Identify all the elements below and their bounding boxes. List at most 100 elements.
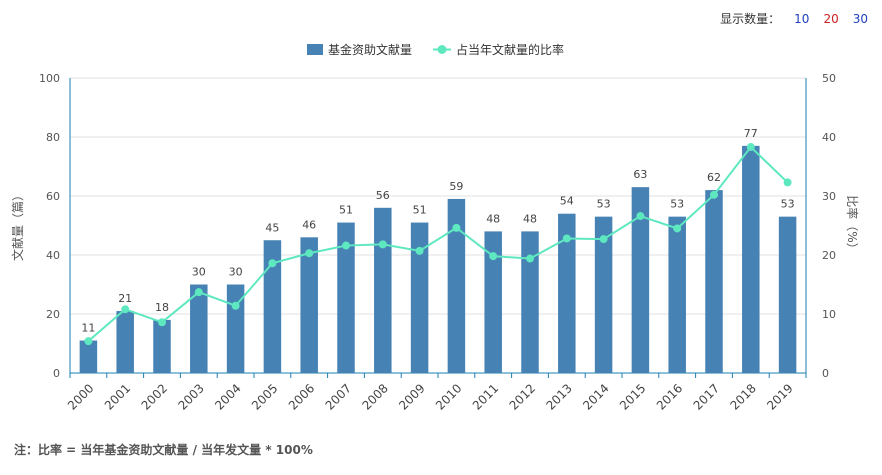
ratio-point[interactable] <box>599 235 608 244</box>
display-count-option-30[interactable]: 30 <box>852 11 868 26</box>
bar-value-label: 53 <box>597 198 611 211</box>
legend-bar-swatch[interactable] <box>307 44 323 55</box>
bar[interactable] <box>153 319 171 373</box>
bar[interactable] <box>226 284 245 374</box>
ratio-point[interactable] <box>673 224 682 233</box>
ratio-point[interactable] <box>378 240 387 249</box>
ratio-point[interactable] <box>415 246 424 255</box>
bar-value-label: 53 <box>670 198 684 211</box>
bar[interactable] <box>300 237 318 373</box>
bar[interactable] <box>410 222 429 373</box>
x-tick-label: 2002 <box>139 381 170 412</box>
ratio-point[interactable] <box>305 249 314 258</box>
legend-line-label[interactable]: 占当年文献量的比率 <box>456 42 564 57</box>
ratio-point[interactable] <box>636 212 645 221</box>
bar[interactable] <box>447 198 466 373</box>
bar-value-label: 45 <box>265 221 279 234</box>
bar-value-label: 59 <box>449 180 463 193</box>
x-tick-label: 2017 <box>691 381 722 412</box>
ratio-point[interactable] <box>562 234 571 243</box>
legend-line-dot[interactable] <box>437 45 447 54</box>
display-count-toolbar: 显示数量： 10 20 30 <box>720 10 868 27</box>
ratio-point[interactable] <box>783 178 792 187</box>
x-tick-label: 2006 <box>286 381 317 412</box>
bar-value-label: 62 <box>707 171 721 184</box>
bar-value-label: 11 <box>81 322 95 335</box>
bar-value-label: 56 <box>376 189 390 202</box>
x-tick-label: 2011 <box>470 381 501 412</box>
ratio-point[interactable] <box>746 143 755 152</box>
fund-literature-chart: 基金资助文献量 占当年文献量的比率 11 21 18 30 30 45 46 51 56 51 59… <box>10 42 860 413</box>
ratio-point[interactable] <box>231 301 240 310</box>
y-tick-label: 60 <box>46 190 60 203</box>
ratio-point[interactable] <box>194 288 203 297</box>
chart-footnote: 注：比率 = 当年基金资助文献量 / 当年发文量 * 100% <box>14 443 313 457</box>
x-tick-label: 2008 <box>359 381 390 412</box>
ratio-point[interactable] <box>452 223 461 232</box>
y2-tick-label: 20 <box>822 249 836 262</box>
ratio-point[interactable] <box>121 305 130 314</box>
bar[interactable] <box>558 213 576 373</box>
bar[interactable] <box>705 190 723 373</box>
ratio-line-series <box>84 143 792 346</box>
ratio-point[interactable] <box>268 259 277 268</box>
bar-series <box>79 145 797 374</box>
display-count-option-10[interactable]: 10 <box>794 11 810 26</box>
x-tick-label: 2007 <box>323 381 354 412</box>
bar-value-label: 54 <box>560 195 574 208</box>
ratio-point[interactable] <box>342 241 350 250</box>
y-tick-label: 20 <box>46 308 60 321</box>
bar-value-label: 53 <box>781 198 795 211</box>
bar[interactable] <box>263 240 282 373</box>
bar-value-label: 48 <box>486 212 500 225</box>
bar[interactable] <box>337 222 355 373</box>
bar[interactable] <box>116 311 134 373</box>
bar[interactable] <box>79 340 98 373</box>
x-tick-label: 2014 <box>580 381 611 412</box>
bar-value-label: 30 <box>192 266 206 279</box>
bar[interactable] <box>631 187 650 373</box>
y-tick-label: 0 <box>53 367 60 380</box>
ratio-point[interactable] <box>526 254 534 263</box>
bar[interactable] <box>668 216 686 373</box>
bar[interactable] <box>778 216 797 373</box>
ratio-point[interactable] <box>84 337 93 346</box>
y2-tick-label: 50 <box>822 72 836 85</box>
x-tick-label: 2019 <box>764 381 795 412</box>
x-tick-label: 2016 <box>654 381 685 412</box>
x-tick-label: 2004 <box>212 381 243 412</box>
bar-value-label: 63 <box>633 168 647 181</box>
ratio-point[interactable] <box>489 252 498 261</box>
bar[interactable] <box>594 216 613 373</box>
bar-value-labels: 11 21 18 30 30 45 46 51 56 51 59 48 48 54 53 63 53 62 77 53 <box>81 127 794 335</box>
y2-tick-label: 10 <box>822 308 836 321</box>
y2-tick-label: 40 <box>822 131 836 144</box>
bar[interactable] <box>484 231 502 373</box>
x-tick-label: 2005 <box>249 381 280 412</box>
x-tick-label: 2003 <box>175 381 206 412</box>
chart-axes <box>69 78 807 378</box>
chart-legend: 基金资助文献量 占当年文献量的比率 <box>307 42 564 57</box>
bar-value-label: 30 <box>229 266 243 279</box>
bar-value-label: 48 <box>523 212 537 225</box>
grid-lines <box>70 77 806 315</box>
bar[interactable] <box>521 231 539 373</box>
display-count-label: 显示数量： <box>720 12 781 26</box>
legend-bar-label[interactable]: 基金资助文献量 <box>328 42 412 57</box>
ratio-point[interactable] <box>158 318 166 327</box>
x-tick-label: 2001 <box>102 381 133 412</box>
y-tick-label: 100 <box>39 72 60 85</box>
y2-tick-label: 0 <box>822 367 829 380</box>
ratio-point[interactable] <box>710 190 718 199</box>
display-count-option-20[interactable]: 20 <box>823 11 839 26</box>
bar-value-label: 18 <box>155 301 169 314</box>
x-tick-label: 2009 <box>396 381 427 412</box>
bar[interactable] <box>190 284 208 374</box>
bar[interactable] <box>742 145 760 373</box>
x-tick-label: 2010 <box>433 381 464 412</box>
x-tick-label: 2018 <box>727 381 758 412</box>
y-tick-label: 40 <box>46 249 60 262</box>
bar[interactable] <box>374 207 392 373</box>
ratio-line <box>87 145 789 342</box>
y-axis-title: 文献量（篇） <box>10 189 25 261</box>
